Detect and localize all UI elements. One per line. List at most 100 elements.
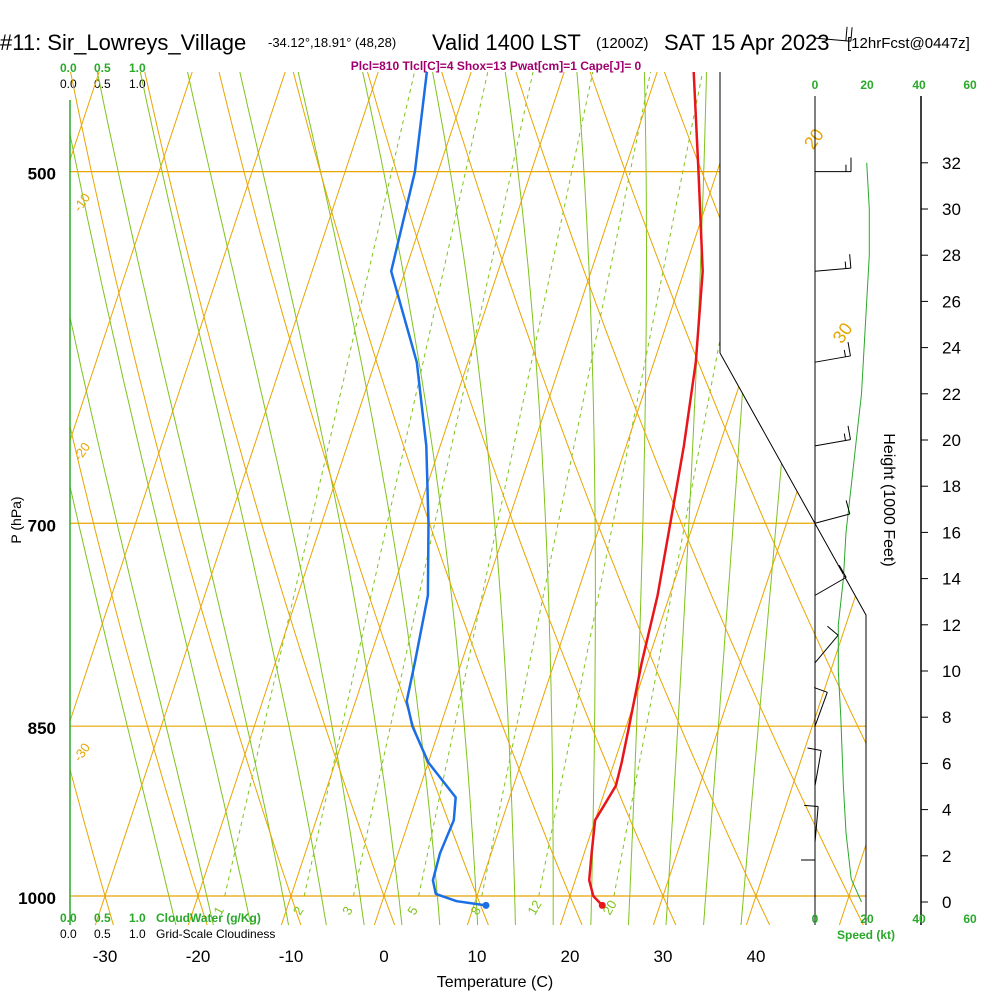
wind-barb [814,625,839,664]
height-tick-label: 32 [942,154,961,173]
dewpoint-surface-point [482,901,490,909]
wind-barb-flag [845,500,851,515]
pressure-tick-label: 1000 [18,889,56,908]
mixing-ratio-label: 20 [600,897,620,917]
moist-adiabat [70,72,219,925]
mixing-ratio-lines [224,72,798,897]
wind-speed-profile [837,162,870,903]
speed-tick-top-1: 20 [860,78,874,92]
mixing-ratio-line [352,72,563,897]
temperature-tick-label: 20 [561,947,580,966]
moist-adiabat [582,72,647,925]
temperature-tick-label: 10 [468,947,487,966]
sounding-profiles [389,72,704,909]
wind-barb-staff [814,267,851,272]
wind-barb-flag [827,625,839,636]
forecast-info: [12hrFcst@0447z] [847,35,970,52]
wind-barb-staff [814,576,847,596]
cloud-tick-top-2: 1.0 [129,61,146,75]
isotherm-line [0,0,41,947]
mixing-ratio-label: 12 [524,897,544,917]
height-tick-label: 18 [942,477,961,496]
cloudiness-tick-bot-2: 1.0 [129,927,146,941]
dry-adiabat [89,72,498,925]
pressure-tick-label: 850 [28,719,56,738]
station-title: #11: Sir_Lowreys_Village [0,30,246,55]
isotherm-line [273,72,786,925]
isotherm-line [925,0,1000,947]
moist-adiabat [70,72,256,925]
mixing-ratio-label: 2 [290,904,307,918]
pressure-axis-label: P (hPa) [8,496,24,543]
valid-time: Valid 1400 LST [432,30,581,55]
cloud-tick-top-0: 0.0 [60,61,77,75]
dry-adiabat [70,72,215,925]
dry-adiabat [956,0,1000,947]
wind-barb-staff [814,37,851,42]
speed-tick-bot-3: 60 [963,912,977,926]
isotherm-line [738,72,866,925]
wind-barb-flag [845,26,848,41]
height-tick-label: 2 [942,847,951,866]
temperature-tick-label: 30 [654,947,673,966]
station-coords: -34.12°,18.91° (48,28) [268,35,396,50]
isotherm-line [70,72,414,925]
isotherm-line [70,72,507,925]
wind-barb [804,804,819,843]
isobars [70,171,866,897]
height-tick-label: 30 [942,200,961,219]
isotherm-line [180,72,693,925]
dry-adiabat [831,72,866,925]
height-tick-label: 22 [942,385,961,404]
height-tick-label: 24 [942,339,961,358]
dry-adiabat [274,72,781,925]
mixing-ratio-line [481,72,679,897]
isotherm-line [831,72,866,925]
dry-adiabat [70,72,309,925]
isotherm-label: 20 [800,125,828,153]
dry-adiabat [212,72,687,925]
speed-tick-top-2: 40 [912,78,926,92]
temperature-axis-label: Temperature (C) [437,974,553,991]
moist-adiabat [701,72,787,925]
wind-speed-line [837,162,870,903]
moist-adiabat [70,72,182,925]
mixing-ratio-line [303,72,519,897]
temperature-axis-ticks: -30 -20 -10 0 10 20 30 40 [93,947,766,966]
mixing-ratio-line [613,72,798,897]
height-tick-label: 10 [942,662,961,681]
wind-barb [814,425,851,447]
wind-barb-flag [844,261,847,269]
height-tick-label: 6 [942,754,951,773]
mixing-ratio-line [224,72,446,897]
wind-barb [814,26,853,42]
isotherm-line [70,72,321,925]
cloud-tick-bot-0: 0.0 [60,911,77,925]
isotherm-line [70,72,228,925]
sounding-indices: Plcl=810 Tlcl[C]=4 Shox=13 Pwat[cm]=1 Ca… [351,59,642,73]
height-tick-label: 20 [942,431,961,450]
moist-adiabat [664,72,710,925]
cloud-tick-bot-2: 1.0 [129,911,146,925]
moist-adiabat [375,72,554,925]
dry-adiabats [70,0,1000,947]
mixing-ratio-line [538,72,730,897]
wind-barb [814,254,852,272]
height-tick-label: 12 [942,616,961,635]
temperature-profile [587,72,704,907]
dry-adiabat [398,72,866,925]
dry-adiabat [70,72,121,925]
wind-barb [814,564,847,596]
wind-barb-flag [838,564,847,578]
speed-tick-bot-1: 20 [860,912,874,926]
temperature-tick-label: 0 [379,947,388,966]
temperature-tick-label: -10 [279,947,304,966]
wind-barb-staff [814,806,819,843]
wind-barb-flag [807,747,822,751]
wind-barb-flag [813,687,828,693]
cloudwater-bottom: 0.0 0.5 1.0 CloudWater (g/Kg) 0.0 0.5 1.… [60,911,275,941]
speed-tick-bot-2: 40 [912,912,926,926]
speed-label: Speed (kt) [837,928,895,942]
gridcloud-label: Grid-Scale Cloudiness [156,927,275,941]
